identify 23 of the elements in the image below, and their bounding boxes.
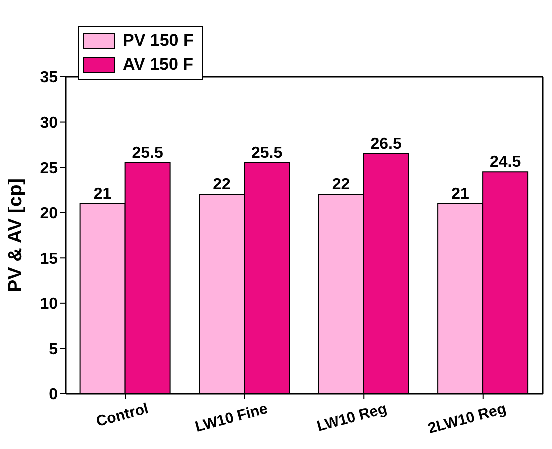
y-tick-label: 20 (40, 206, 58, 223)
y-axis-title: PV & AV [cp] (6, 178, 27, 293)
y-tick-label: 0 (49, 386, 58, 404)
y-tick-label: 30 (40, 114, 58, 132)
data-label: 21 (94, 186, 112, 203)
data-label: 21 (452, 186, 470, 203)
y-tick-label: 10 (40, 296, 58, 314)
data-label: 22 (213, 176, 232, 194)
y-tick-label: 15 (40, 250, 58, 268)
data-label: 25.5 (251, 145, 283, 162)
data-label: 25.5 (132, 145, 164, 162)
y-tick-label: 35 (40, 70, 58, 87)
legend-label: PV 150 F (123, 30, 194, 52)
y-tick-label: 5 (49, 341, 58, 358)
x-tick-label: LW10 Fine (194, 400, 270, 436)
legend-label: AV 150 F (123, 54, 194, 76)
x-tick-label: Control (94, 400, 150, 431)
y-tick-label: 25 (40, 160, 58, 178)
x-tick-label: LW10 Reg (315, 400, 389, 436)
data-label: 22 (332, 176, 350, 194)
data-label: 26.5 (370, 136, 402, 153)
data-label: 24.5 (490, 154, 522, 172)
x-tick-label: 2LW10 Reg (426, 400, 508, 438)
